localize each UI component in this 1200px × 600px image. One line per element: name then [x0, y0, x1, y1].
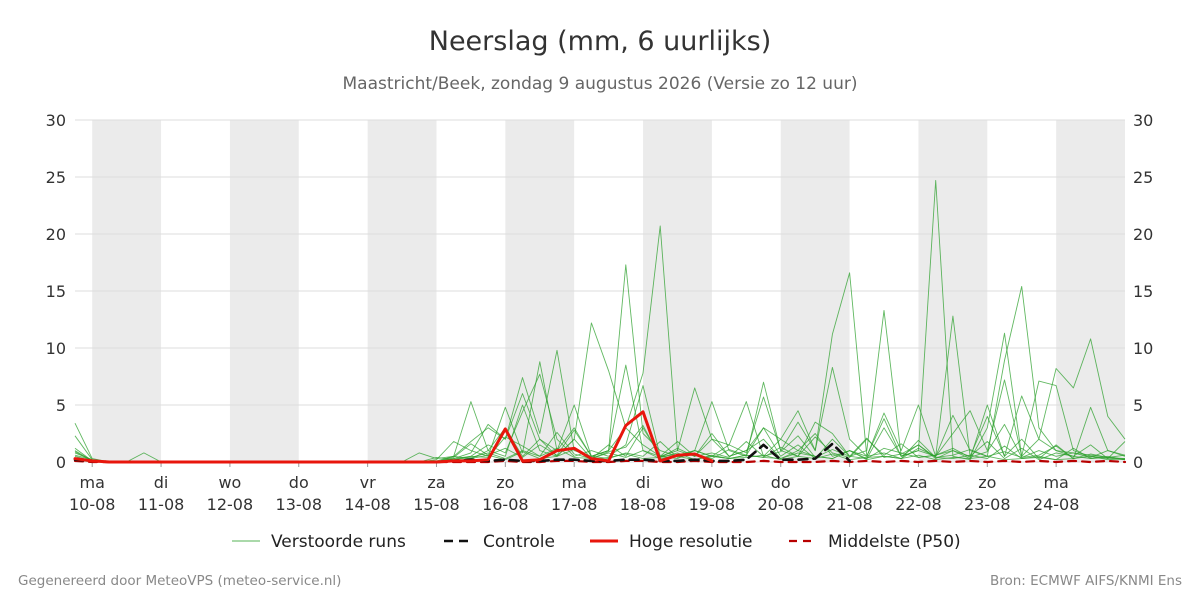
y-tick-right-20: 20 — [1133, 225, 1153, 244]
y-tick-right-5: 5 — [1133, 396, 1143, 415]
y-tick-right-15: 15 — [1133, 282, 1153, 301]
x-tick-weekday: wo — [700, 473, 723, 492]
x-tick-weekday: za — [909, 473, 927, 492]
x-tick-date: 22-08 — [895, 495, 942, 514]
x-tick-weekday: ma — [1043, 473, 1068, 492]
x-tick-date: 20-08 — [757, 495, 804, 514]
x-tick-date: 24-08 — [1033, 495, 1080, 514]
y-tick-left-15: 15 — [46, 282, 66, 301]
x-tick-weekday: ma — [80, 473, 105, 492]
legend-label-2: Controle — [483, 532, 555, 552]
legend: Verstoorde runs Controle Hoge resolutie Mid… — [232, 532, 961, 552]
y-axis-right: 0 5 10 15 20 25 30 — [1133, 111, 1153, 472]
x-tick-date: 15-08 — [413, 495, 460, 514]
x-tick-weekday: do — [771, 473, 791, 492]
x-tick-weekday: zo — [978, 473, 996, 492]
x-tick-weekday: wo — [218, 473, 241, 492]
chart-title: Neerslag (mm, 6 uurlijks) — [429, 26, 771, 57]
x-tick-weekday: vr — [360, 473, 376, 492]
x-tick-weekday: vr — [842, 473, 858, 492]
x-tick-date: 16-08 — [482, 495, 529, 514]
x-tick-date: 17-08 — [551, 495, 598, 514]
y-axis-left: 0 5 10 15 20 25 30 — [46, 111, 66, 472]
main-series — [73, 410, 1127, 464]
footer-source: Bron: ECMWF AIFS/KNMI Ens — [990, 573, 1182, 589]
x-tick-weekday: ma — [561, 473, 586, 492]
x-tick-date: 23-08 — [964, 495, 1011, 514]
y-tick-left-20: 20 — [46, 225, 66, 244]
legend-label-1: Verstoorde runs — [271, 532, 406, 552]
x-tick-date: 19-08 — [689, 495, 736, 514]
x-tick-date: 21-08 — [826, 495, 873, 514]
y-tick-left-0: 0 — [56, 453, 66, 472]
y-tick-left-5: 5 — [56, 396, 66, 415]
y-tick-right-10: 10 — [1133, 339, 1153, 358]
y-tick-left-30: 30 — [46, 111, 66, 130]
chart-subtitle: Maastricht/Beek, zondag 9 augustus 2026 … — [343, 74, 858, 94]
y-tick-left-25: 25 — [46, 168, 66, 187]
y-tick-right-30: 30 — [1133, 111, 1153, 130]
x-tick-date: 13-08 — [276, 495, 323, 514]
y-tick-right-0: 0 — [1133, 453, 1143, 472]
x-tick-weekday: za — [427, 473, 445, 492]
footer-generator: Gegenereerd door MeteoVPS (meteo-service… — [18, 573, 341, 589]
y-tick-right-25: 25 — [1133, 168, 1153, 187]
x-tick-weekday: do — [289, 473, 309, 492]
series-hoge-resolutie — [73, 410, 714, 464]
x-tick-weekday: zo — [496, 473, 514, 492]
x-tick-date: 18-08 — [620, 495, 667, 514]
x-tick-date: 11-08 — [138, 495, 185, 514]
x-tick-weekday: di — [154, 473, 169, 492]
x-tick-date: 14-08 — [344, 495, 391, 514]
x-tick-weekday: di — [636, 473, 651, 492]
x-axis: ma 10-08 di 11-08 wo 12-08 do 13-08 vr 14-08 za 15-… — [69, 462, 1079, 514]
y-tick-left-10: 10 — [46, 339, 66, 358]
legend-label-4: Middelste (P50) — [828, 532, 961, 552]
x-tick-date: 12-08 — [207, 495, 254, 514]
legend-label-3: Hoge resolutie — [629, 532, 753, 552]
x-tick-date: 10-08 — [69, 495, 116, 514]
